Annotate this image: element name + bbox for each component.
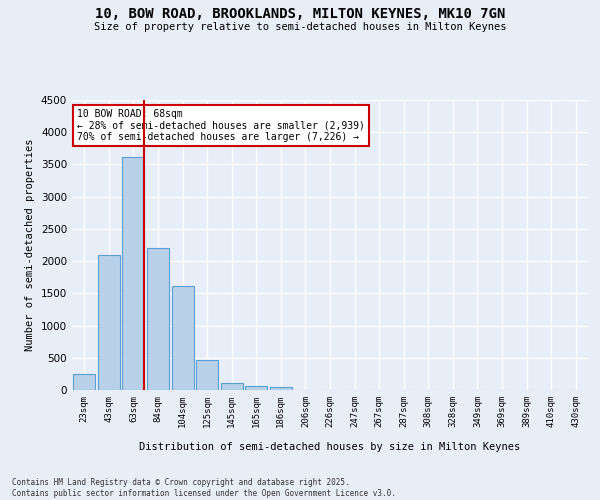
Text: Size of property relative to semi-detached houses in Milton Keynes: Size of property relative to semi-detach… [94,22,506,32]
Text: Contains HM Land Registry data © Crown copyright and database right 2025.
Contai: Contains HM Land Registry data © Crown c… [12,478,396,498]
Bar [172,286,194,390]
Bar [270,387,292,390]
Text: 10, BOW ROAD, BROOKLANDS, MILTON KEYNES, MK10 7GN: 10, BOW ROAD, BROOKLANDS, MILTON KEYNES,… [95,8,505,22]
Text: Distribution of semi-detached houses by size in Milton Keynes: Distribution of semi-detached houses by … [139,442,521,452]
Bar [122,156,145,390]
Bar [196,360,218,390]
Bar [73,374,95,390]
Text: 10 BOW ROAD: 68sqm
← 28% of semi-detached houses are smaller (2,939)
70% of semi: 10 BOW ROAD: 68sqm ← 28% of semi-detache… [77,108,365,142]
Bar [221,383,243,390]
Bar [147,248,169,390]
Y-axis label: Number of semi-detached properties: Number of semi-detached properties [25,138,35,352]
Bar [245,386,268,390]
Bar [98,254,120,390]
